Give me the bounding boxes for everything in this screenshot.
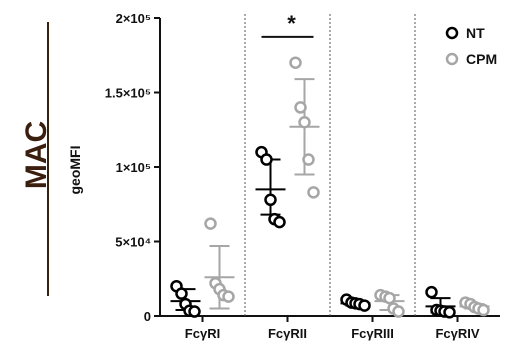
panel-label-group: MAC — [20, 22, 53, 296]
significance-star: * — [287, 11, 296, 36]
panel-label: MAC — [20, 121, 53, 189]
legend-marker-nt — [445, 26, 459, 40]
data-point-nt — [264, 193, 277, 207]
legend: NT CPM — [445, 25, 497, 67]
data-point-cpm — [477, 303, 490, 317]
data-point-nt — [260, 153, 273, 166]
data-points — [170, 56, 490, 319]
data-point-nt — [175, 287, 188, 300]
y-axis-label: geoMFI — [67, 146, 83, 195]
y-tick-label: 0 — [144, 309, 151, 324]
x-ticks: FcγRI FcγRII FcγRIII FcγRIV — [185, 316, 480, 341]
data-point-nt — [425, 285, 438, 299]
legend-item-cpm: CPM — [445, 51, 497, 67]
legend-item-nt: NT — [445, 25, 485, 41]
x-tick-label-fcgriii: FcγRIII — [351, 326, 394, 341]
data-point-nt — [273, 215, 286, 229]
data-point-nt — [358, 299, 371, 312]
y-tick-label: 5×10⁴ — [115, 235, 151, 250]
data-point-cpm — [294, 101, 307, 114]
data-point-nt — [443, 306, 456, 319]
annotations: * — [261, 11, 314, 38]
x-tick-label-fcgrii: FcγRII — [268, 326, 307, 341]
data-point-cpm — [392, 305, 405, 318]
data-point-cpm — [298, 116, 311, 129]
x-tick-label-fcgri: FcγRI — [185, 326, 220, 341]
data-point-cpm — [204, 217, 217, 230]
legend-label-nt: NT — [466, 25, 485, 41]
y-ticks: 0 5×10⁴ 1×10⁵ 1.5×10⁵ 2×10⁵ — [105, 11, 160, 324]
x-tick-label-fcgriv: FcγRIV — [435, 326, 479, 341]
data-point-cpm — [222, 290, 235, 303]
data-point-cpm — [289, 56, 302, 69]
y-tick-label: 1×10⁵ — [116, 160, 151, 175]
data-point-cpm — [307, 186, 320, 199]
y-tick-label: 2×10⁵ — [116, 11, 151, 26]
data-point-cpm — [302, 153, 315, 166]
legend-label-cpm: CPM — [466, 51, 497, 67]
data-point-nt — [188, 305, 201, 318]
y-tick-label: 1.5×10⁵ — [105, 86, 151, 101]
data-point-cpm — [383, 291, 396, 305]
legend-marker-cpm — [445, 52, 459, 66]
